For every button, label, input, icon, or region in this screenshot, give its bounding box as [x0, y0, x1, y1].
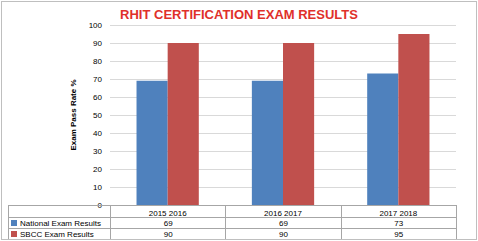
svg-text:20: 20	[93, 165, 102, 174]
svg-text:Exam Pass Rate %: Exam Pass Rate %	[69, 79, 78, 150]
html-text:90: 90	[163, 229, 173, 239]
svg-text:10: 10	[93, 183, 102, 192]
svg-text:2016 2017: 2016 2017	[264, 209, 302, 218]
svg-text:30: 30	[93, 147, 102, 156]
svg-text:90: 90	[93, 39, 102, 48]
svg-text:2015 2016: 2015 2016	[149, 209, 187, 218]
svg-text:RHIT CERTIFICATION EXAM RESULT: RHIT CERTIFICATION EXAM RESULTS	[120, 7, 358, 22]
svg-text:40: 40	[93, 129, 102, 138]
html-text:73: 73	[394, 218, 404, 228]
svg-text:100: 100	[89, 21, 103, 30]
svg-text:70: 70	[93, 75, 102, 84]
html-text:National Exam Results: National Exam Results	[20, 218, 101, 228]
html-text:SBCC Exam Results: SBCC Exam Results	[20, 229, 94, 239]
html-text:95: 95	[394, 229, 404, 239]
svg-text:2017 2018: 2017 2018	[379, 209, 417, 218]
svg-text:50: 50	[93, 111, 102, 120]
svg-text:0: 0	[98, 201, 103, 210]
html-text:69: 69	[279, 218, 288, 228]
html-text:90: 90	[279, 229, 288, 239]
svg-text:60: 60	[93, 93, 102, 102]
svg-text:80: 80	[93, 57, 102, 66]
html-text:69: 69	[163, 218, 173, 228]
